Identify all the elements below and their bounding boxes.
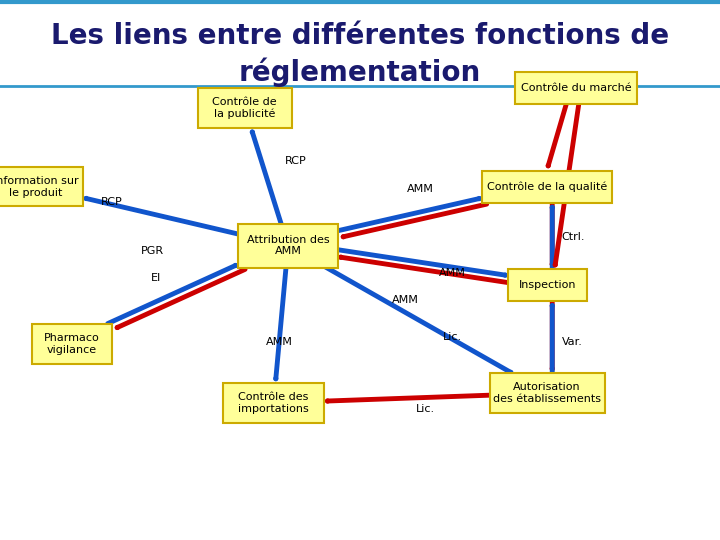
Text: Autorisation
des établissements: Autorisation des établissements	[493, 382, 601, 404]
Text: Pharmaco
vigilance: Pharmaco vigilance	[44, 333, 100, 355]
FancyBboxPatch shape	[238, 224, 338, 268]
Text: Information sur
le produit: Information sur le produit	[0, 176, 78, 198]
FancyBboxPatch shape	[482, 171, 612, 202]
Text: Les liens entre différentes fonctions de
réglementation: Les liens entre différentes fonctions de…	[51, 22, 669, 86]
Text: Var.: Var.	[562, 336, 582, 347]
Text: AMM: AMM	[266, 336, 293, 347]
FancyBboxPatch shape	[508, 269, 587, 301]
Text: Lic.: Lic.	[416, 404, 436, 414]
Text: Contrôle des
importations: Contrôle des importations	[238, 392, 309, 414]
Text: Attribution des
AMM: Attribution des AMM	[247, 235, 329, 256]
Text: EI: EI	[151, 273, 161, 282]
FancyBboxPatch shape	[198, 89, 292, 128]
Text: Contrôle de la qualité: Contrôle de la qualité	[487, 181, 608, 192]
FancyBboxPatch shape	[223, 383, 324, 423]
Text: RCP: RCP	[284, 156, 306, 166]
Text: Organization: Organization	[608, 523, 685, 533]
Text: Inspection: Inspection	[518, 280, 576, 290]
FancyBboxPatch shape	[515, 72, 637, 104]
Text: 88 |   Alain PRAT, Regulatory Support QSM/EMP/HSS WHO/HQ Geneva: 88 | Alain PRAT, Regulatory Support QSM/…	[11, 510, 351, 521]
Text: AMM: AMM	[392, 295, 419, 305]
Text: Contrôle de
la publicité: Contrôle de la publicité	[212, 97, 277, 119]
FancyBboxPatch shape	[0, 167, 83, 206]
Text: World Health: World Health	[608, 505, 685, 515]
Text: AMM: AMM	[407, 184, 433, 194]
Text: Lic.: Lic.	[443, 332, 462, 342]
Text: PGR: PGR	[140, 246, 163, 255]
Text: RCP: RCP	[101, 198, 122, 207]
Text: Contrôle du marché: Contrôle du marché	[521, 84, 631, 93]
FancyBboxPatch shape	[32, 325, 112, 363]
FancyBboxPatch shape	[490, 374, 605, 413]
Text: Ctrl.: Ctrl.	[562, 232, 585, 242]
Text: AMM: AMM	[439, 268, 466, 278]
